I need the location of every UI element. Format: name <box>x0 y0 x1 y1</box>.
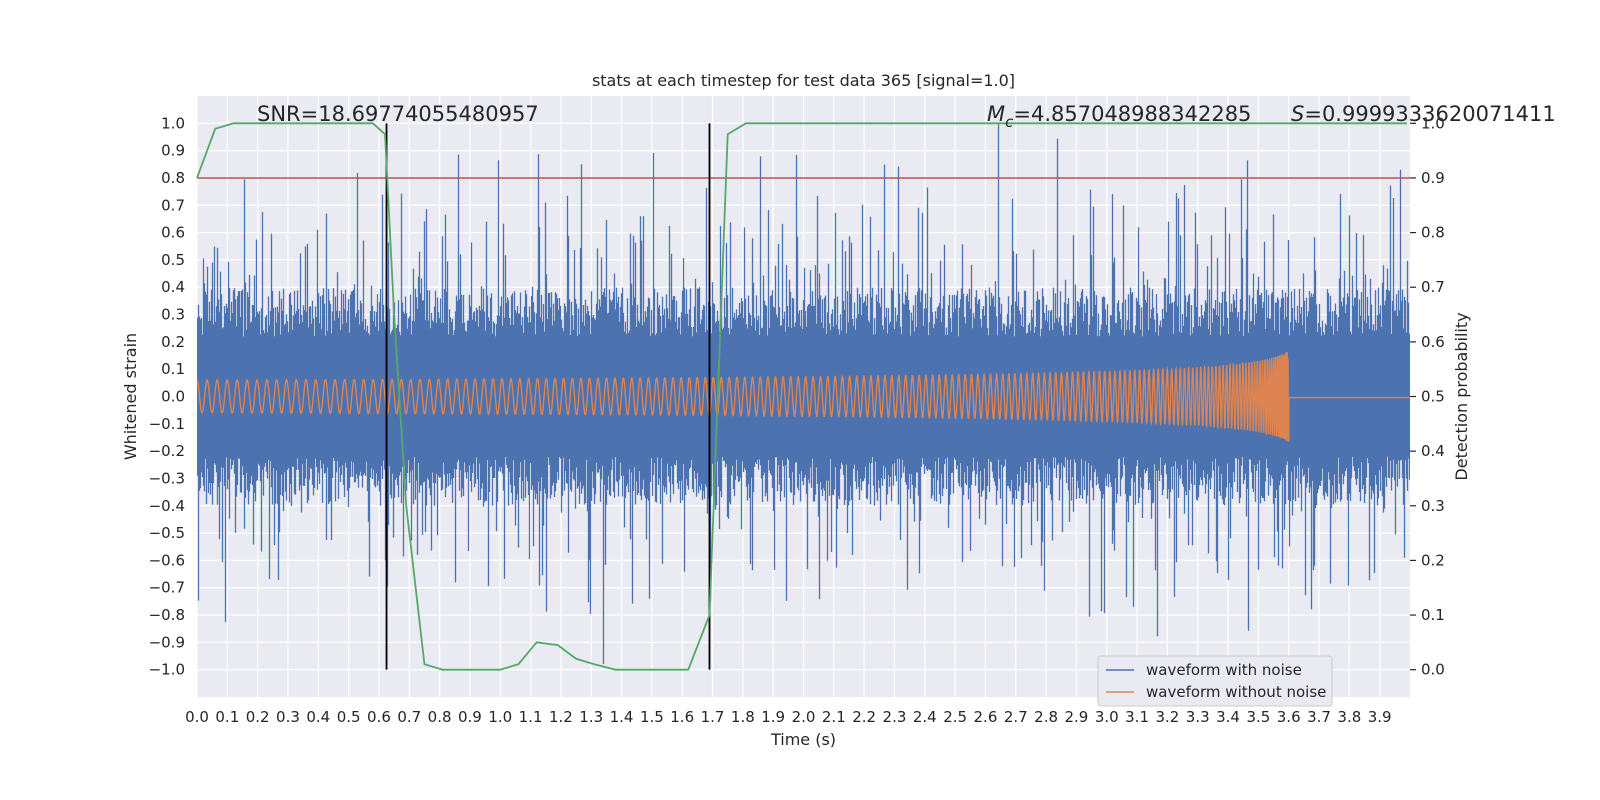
x-tick-label: 2.1 <box>822 708 846 726</box>
y-tick-label: 0.0 <box>161 388 185 406</box>
y-tick-label: −0.1 <box>149 415 185 433</box>
y-tick-label: −1.0 <box>149 661 185 679</box>
y-tick-label: 0.1 <box>161 360 185 378</box>
x-tick-label: 1.0 <box>488 708 512 726</box>
x-tick-label: 1.8 <box>731 708 755 726</box>
legend-label-clean: waveform without noise <box>1146 683 1326 701</box>
x-tick-label: 3.9 <box>1368 708 1392 726</box>
y-tick-label: −0.2 <box>149 442 185 460</box>
chirp-mass-value: =4.857048988342285 <box>1013 102 1251 126</box>
y-tick-label: 0.6 <box>161 224 185 242</box>
legend-label-noisy: waveform with noise <box>1146 661 1302 679</box>
x-tick-label: 0.9 <box>458 708 482 726</box>
detection-probability-line <box>196 122 1407 671</box>
x-tick-label: 3.4 <box>1216 708 1240 726</box>
x-tick-label: 1.1 <box>519 708 543 726</box>
x-tick-label: 2.7 <box>1004 708 1028 726</box>
score-value: =0.9999333620071411 <box>1304 102 1555 126</box>
x-tick-label: 2.9 <box>1064 708 1088 726</box>
left-y-axis-label: Whitened strain <box>121 333 140 460</box>
x-tick-label: 2.0 <box>792 708 816 726</box>
left-y-axis-ticks: 1.0 0.9 0.8 0.7 0.6 0.5 0.4 0.3 0.2 0.1 0.0 −0.1 −0.… <box>149 114 185 678</box>
x-tick-label: 0.6 <box>367 708 391 726</box>
chirp-mass-subscript: c <box>1005 113 1014 131</box>
x-tick-label: 0.5 <box>337 708 361 726</box>
y2-tick-label: 0.1 <box>1421 606 1445 624</box>
y-tick-label: −0.5 <box>149 524 185 542</box>
y-tick-label: −0.4 <box>149 497 185 515</box>
chirp-mass-annotation: Mc=4.857048988342285 <box>987 102 1251 131</box>
detection-probability-series <box>196 122 1407 671</box>
x-tick-label: 2.8 <box>1034 708 1058 726</box>
vertical-markers <box>385 123 711 670</box>
x-tick-label: 3.7 <box>1307 708 1331 726</box>
x-tick-label: 0.3 <box>276 708 300 726</box>
y-tick-label: 0.7 <box>161 196 185 214</box>
y-tick-label: −0.8 <box>149 606 185 624</box>
y2-tick-label: 0.7 <box>1421 278 1445 296</box>
y2-tick-label: 0.2 <box>1421 551 1445 569</box>
y2-tick-label: 0.8 <box>1421 224 1445 242</box>
y-tick-label: 1.0 <box>161 114 185 132</box>
x-tick-label: 2.4 <box>913 708 937 726</box>
x-tick-label: 2.5 <box>943 708 967 726</box>
x-tick-label: 1.3 <box>579 708 603 726</box>
x-tick-label: 0.7 <box>397 708 421 726</box>
y2-tick-label: 0.0 <box>1421 661 1445 679</box>
x-tick-label: 1.9 <box>761 708 785 726</box>
x-tick-label: 3.5 <box>1246 708 1270 726</box>
right-y-axis-ticks: 1.0 0.9 0.8 0.7 0.6 0.5 0.4 0.3 0.2 0.1 0.0 <box>1410 114 1445 679</box>
chart-title: stats at each timestep for test data 365… <box>592 71 1015 90</box>
y2-tick-label: 0.4 <box>1421 442 1445 460</box>
x-tick-label: 0.2 <box>246 708 270 726</box>
x-tick-label: 1.7 <box>701 708 725 726</box>
y-tick-label: −0.7 <box>149 579 185 597</box>
x-tick-label: 2.3 <box>883 708 907 726</box>
x-tick-label: 3.1 <box>1125 708 1149 726</box>
x-tick-label: 1.2 <box>549 708 573 726</box>
y-tick-label: 0.3 <box>161 306 185 324</box>
y-tick-label: −0.3 <box>149 469 185 487</box>
x-tick-label: 1.6 <box>670 708 694 726</box>
x-tick-label: 1.5 <box>640 708 664 726</box>
score-annotation: S=0.9999333620071411 <box>1291 102 1556 126</box>
y-tick-label: 0.4 <box>161 278 185 296</box>
x-axis-ticks: 0.0 0.1 0.2 0.3 0.4 0.5 0.6 0.7 0.8 0.9 1.0 1.1 1.2 1… <box>185 708 1392 726</box>
x-tick-label: 0.4 <box>306 708 330 726</box>
x-tick-label: 3.6 <box>1277 708 1301 726</box>
x-tick-label: 3.8 <box>1337 708 1361 726</box>
y-tick-label: 0.8 <box>161 169 185 187</box>
y-tick-label: −0.6 <box>149 551 185 569</box>
snr-annotation: SNR=18.69774055480957 <box>257 102 539 126</box>
y-tick-label: 0.5 <box>161 251 185 269</box>
y2-tick-label: 0.3 <box>1421 497 1445 515</box>
x-tick-label: 0.0 <box>185 708 209 726</box>
y-tick-label: 0.2 <box>161 333 185 351</box>
legend-box <box>1097 655 1333 707</box>
x-tick-label: 3.2 <box>1155 708 1179 726</box>
legend: waveform with noise waveform without noi… <box>1097 655 1333 707</box>
x-tick-label: 2.6 <box>974 708 998 726</box>
x-tick-label: 0.8 <box>428 708 452 726</box>
x-tick-label: 3.0 <box>1095 708 1119 726</box>
y2-tick-label: 0.5 <box>1421 388 1445 406</box>
chirp-mass-symbol: M <box>987 102 1005 126</box>
x-tick-label: 1.4 <box>610 708 634 726</box>
y2-tick-label: 0.9 <box>1421 169 1445 187</box>
x-tick-label: 3.3 <box>1186 708 1210 726</box>
score-symbol: S <box>1291 102 1304 126</box>
x-tick-label: 0.1 <box>215 708 239 726</box>
right-y-axis-label: Detection probability <box>1452 312 1471 480</box>
y2-tick-label: 0.6 <box>1421 333 1445 351</box>
y2-tick-label: 1.0 <box>1421 114 1445 132</box>
x-tick-label: 2.2 <box>852 708 876 726</box>
x-axis-label: Time (s) <box>770 730 836 749</box>
y-tick-label: 0.9 <box>161 142 185 160</box>
y-tick-label: −0.9 <box>149 633 185 651</box>
